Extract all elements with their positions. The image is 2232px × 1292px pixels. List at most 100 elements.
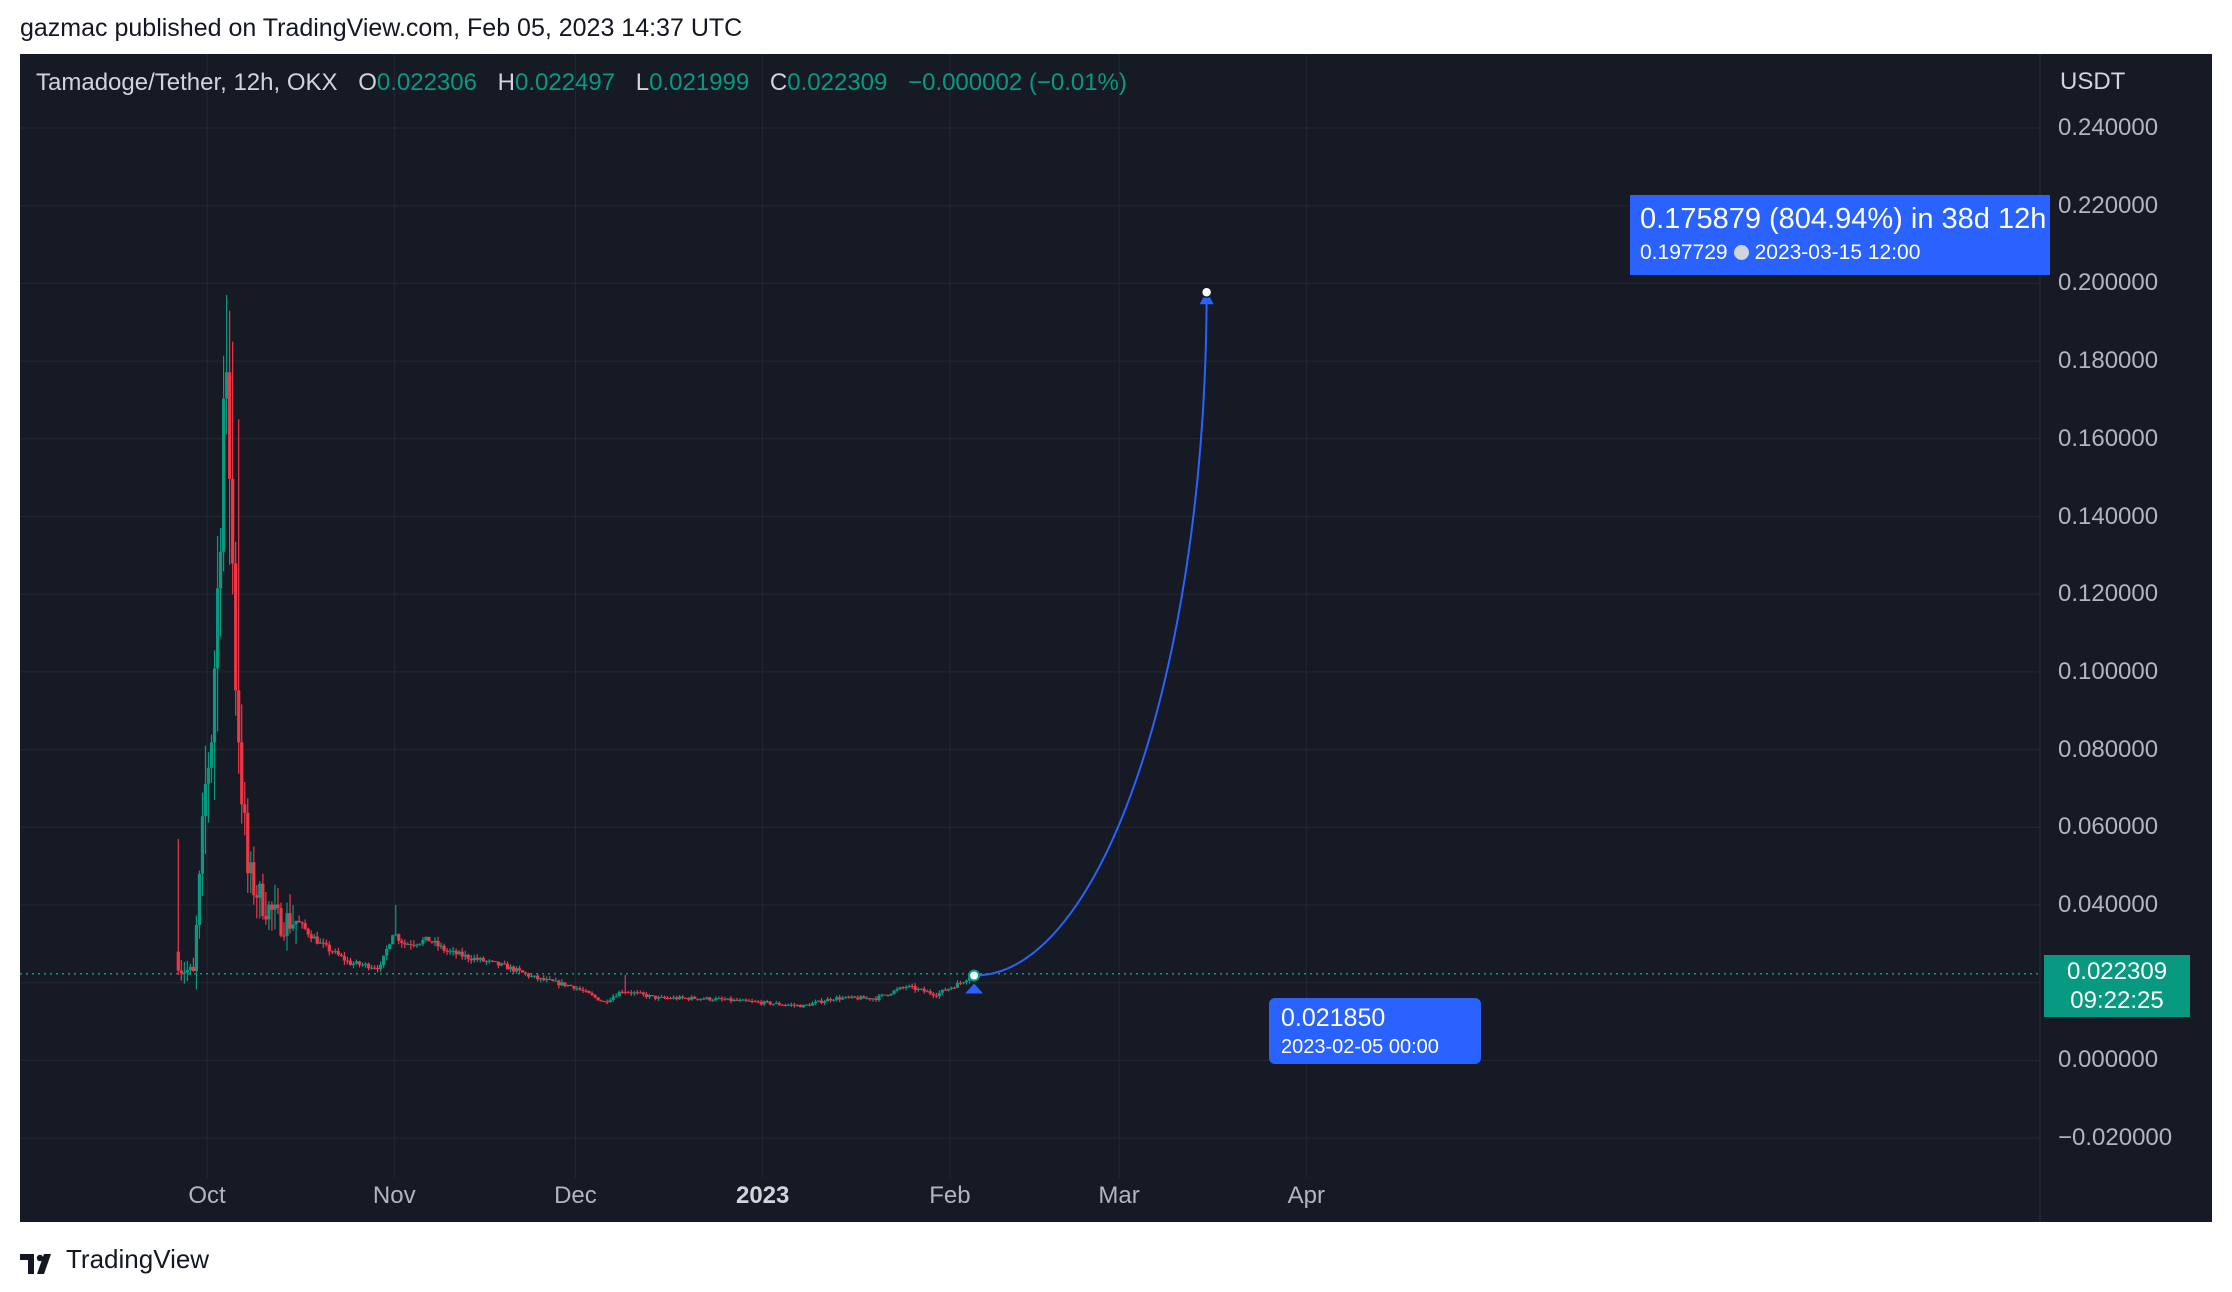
candle-body [354,961,359,964]
time-tick-label: Dec [554,1182,597,1209]
candle-body [958,982,963,984]
candle-body [436,940,440,947]
candle-body [200,816,205,874]
chart-panel[interactable]: Tamadoge/Tether, 12h, OKX O0.022306 H0.0… [20,54,2212,1222]
candle-body [433,940,437,943]
projection-target-label[interactable]: 0.175879 (804.94%) in 38d 12h 0.197729 20… [1630,195,2050,275]
candle-body [711,1000,715,1002]
projection-start-label[interactable]: 0.021850 2023-02-05 00:00 [1269,998,1481,1064]
candle-body [650,995,655,997]
candle-body [493,961,497,963]
time-tick-label: Apr [1287,1182,1325,1209]
candle-body [874,998,878,1001]
candle-body [611,996,615,1000]
currency-label[interactable]: USDT [2060,68,2126,95]
candle-body [194,924,199,972]
candle-body [617,991,621,997]
candle-body [641,992,645,995]
candle-body [774,1002,778,1004]
candle-body [928,991,932,994]
candle-body [267,904,271,920]
clock-icon [1733,245,1749,260]
candle-body [826,999,830,1002]
candle-body [699,998,703,1000]
candle-body [448,951,452,953]
candle-body [877,995,881,1001]
candle-body [197,873,202,925]
last-price-value: 0.022309 [2066,958,2168,985]
price-tick-label: 0.100000 [2058,657,2159,685]
candle-body [687,997,691,1000]
candle-body [726,998,730,1000]
candle-body [457,951,461,955]
candle-body [442,945,446,951]
candle-body [409,944,413,946]
candle-body [475,957,479,960]
candle-body [904,986,908,988]
candle-body [925,991,929,993]
candle-body [578,988,582,990]
candle-body [243,804,247,813]
candle-body [786,1004,790,1006]
candle-body [336,951,340,955]
projection-summary: 0.175879 (804.94%) in 38d 12h [1640,203,2047,235]
candle-body [333,951,337,953]
candle-body [780,1004,784,1006]
high-value: 0.022497 [515,69,616,96]
chart-canvas[interactable] [20,54,2212,1222]
candle-body [366,963,371,969]
candle-body [850,996,854,998]
candle-body [548,979,552,981]
candle-body [403,942,407,945]
price-tick-label: 0.200000 [2058,269,2159,297]
candle-body [702,998,706,1000]
candle-body [644,994,648,997]
candle-body [530,975,534,977]
candle-body [759,1001,763,1005]
candle-body [360,964,365,966]
candle-body [829,999,833,1001]
candle-body [626,992,630,994]
candle-body [665,998,670,1000]
candle-body [732,999,736,1002]
symbol-title[interactable]: Tamadoge/Tether, 12h, OKX [36,69,338,96]
candle-body [693,996,697,999]
candle-body [330,951,334,953]
footer-brand[interactable]: TradingView [66,1244,210,1274]
candle-body [620,991,624,993]
price-tick-label: 0.180000 [2058,347,2159,375]
candle-body [596,997,600,1001]
candle-body [856,997,860,1000]
candle-body [563,982,567,987]
candle-body [418,943,422,945]
candle-body [955,982,960,988]
candle-body [176,951,180,971]
symbol-legend: Tamadoge/Tether, 12h, OKX O0.022306 H0.0… [36,69,1127,97]
price-tick-label: 0.120000 [2058,580,2159,608]
candle-body [490,960,494,962]
candle-body [212,668,217,743]
candle-body [819,1000,824,1003]
candle-body [511,966,516,972]
candle-body [841,997,845,1000]
candle-body [602,1001,606,1003]
candle-body [466,954,470,959]
candle-body [678,996,682,1000]
candle-body [376,967,380,970]
candle-body [844,996,848,998]
candle-body [215,588,220,669]
candle-body [345,960,350,962]
candle-body [508,966,513,970]
candle-body [871,998,875,1000]
candle-body [765,1001,769,1003]
last-price-tag: 0.022309 09:22:25 [2044,955,2190,1017]
candle-body [668,998,673,1000]
tradingview-logo-icon[interactable] [20,1250,58,1274]
price-tick-label: 0.240000 [2058,114,2159,141]
projection-start-point [968,969,981,982]
candle-body [557,980,561,986]
candle-body [795,1005,799,1007]
candle-body [946,988,950,991]
candle-body [258,883,262,898]
candle-body [638,992,642,994]
